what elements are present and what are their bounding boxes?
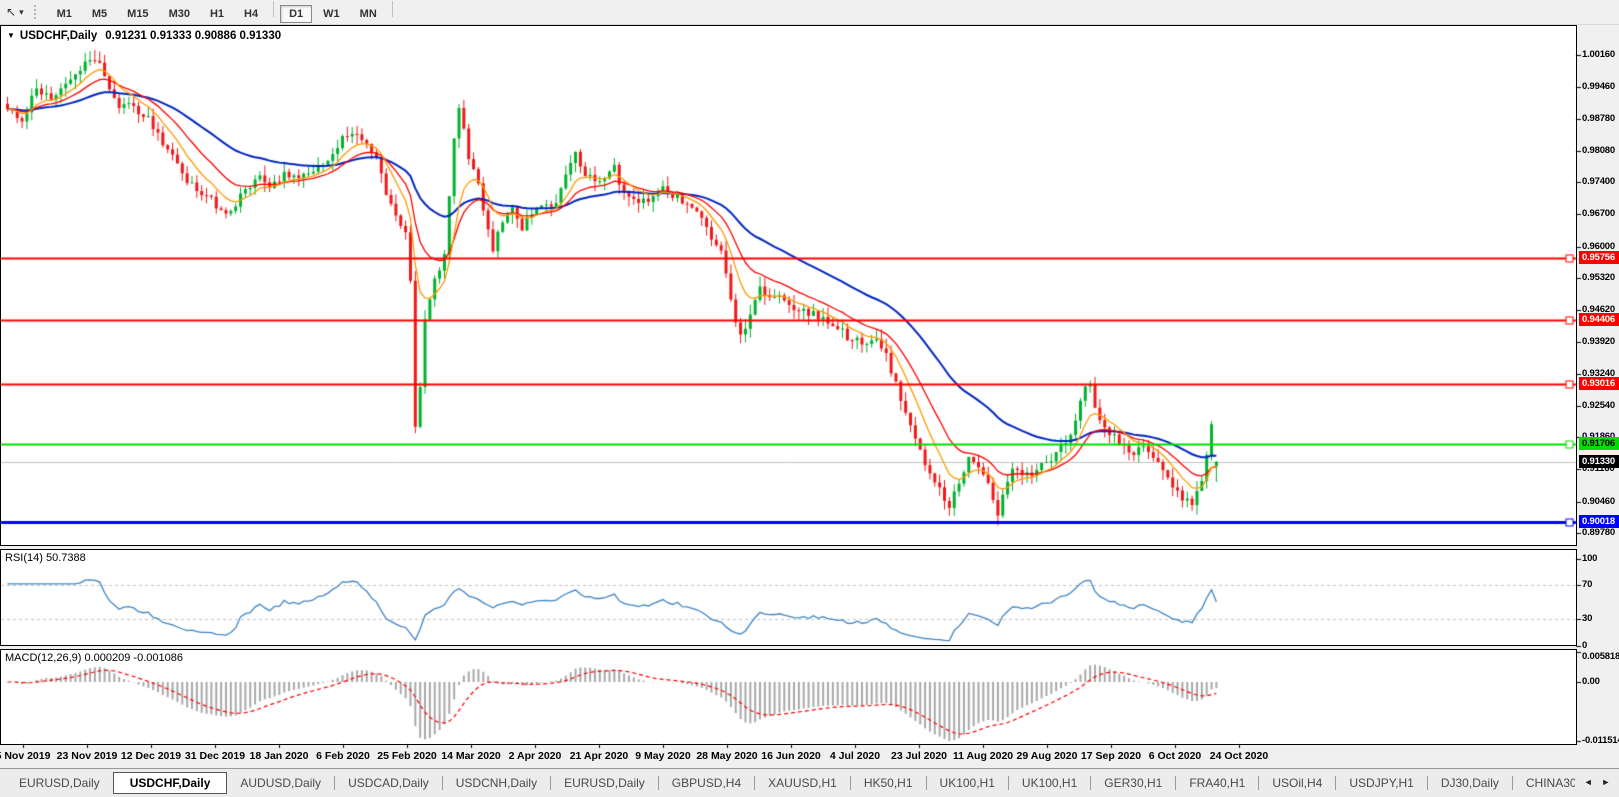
chart-tab-GER30-H1[interactable]: GER30,H1 bbox=[1104, 776, 1163, 790]
chart-tab-USDCNH-Daily[interactable]: USDCNH,Daily bbox=[455, 776, 538, 790]
tab-separator bbox=[1090, 776, 1092, 790]
chart-tab-USDCAD-Daily[interactable]: USDCAD,Daily bbox=[348, 776, 429, 790]
timeframe-button-W1[interactable]: W1 bbox=[323, 8, 340, 20]
chart-tab-DJ30-Daily[interactable]: DJ30,Daily bbox=[1440, 776, 1499, 790]
tab-separator bbox=[441, 776, 443, 790]
chart-tab-GBPUSD-H4[interactable]: GBPUSD,H4 bbox=[671, 776, 742, 790]
tab-separator bbox=[754, 776, 756, 790]
chart-tab-XAUUSD-H1[interactable]: XAUUSD,H1 bbox=[768, 776, 837, 790]
tab-separator bbox=[550, 776, 552, 790]
tab-separator bbox=[1175, 776, 1177, 790]
timeframe-button-M30[interactable]: M30 bbox=[168, 8, 190, 20]
tab-separator bbox=[1258, 776, 1260, 790]
chart-tab-USDJPY-H1[interactable]: USDJPY,H1 bbox=[1349, 776, 1414, 790]
timeframe-buttons: M1 M5 M15 M30 H1 H4 D1 W1 MN bbox=[47, 1, 398, 23]
timeframe-button-M5[interactable]: M5 bbox=[91, 8, 108, 20]
cursor-dropdown-icon[interactable]: ▾ bbox=[19, 6, 24, 17]
chart-tab-FRA40-H1[interactable]: FRA40,H1 bbox=[1189, 776, 1246, 790]
main-toolbar: ↖ ▾ M1 M5 M15 M30 H1 H4 D1 W1 MN bbox=[0, 0, 1619, 25]
chart-tab-HK50-H1[interactable]: HK50,H1 bbox=[863, 776, 913, 790]
chart-tab-UK100-H1[interactable]: UK100,H1 bbox=[939, 776, 995, 790]
chart-tab-AUDUSD-Daily[interactable]: AUDUSD,Daily bbox=[240, 776, 322, 790]
timeframe-button-M1[interactable]: M1 bbox=[56, 8, 72, 20]
tab-scroll-left-icon[interactable]: ◄ bbox=[1583, 777, 1593, 787]
tab-separator bbox=[1511, 776, 1513, 790]
chart-tab-EURUSD-Daily[interactable]: EURUSD,Daily bbox=[19, 776, 100, 790]
chart-tab-EURUSD-Daily[interactable]: EURUSD,Daily bbox=[564, 776, 645, 790]
toolbar-separator bbox=[273, 1, 275, 17]
tab-separator bbox=[334, 776, 336, 790]
price-chart-canvas[interactable] bbox=[0, 0, 1619, 770]
tab-separator bbox=[1007, 776, 1009, 790]
tab-separator bbox=[657, 776, 659, 790]
chart-tab-USDCHF-Daily[interactable]: USDCHF,Daily bbox=[112, 772, 228, 794]
tab-separator bbox=[1426, 776, 1428, 790]
chart-tab-USOil-H4[interactable]: USOil,H4 bbox=[1272, 776, 1323, 790]
tab-separator bbox=[849, 776, 851, 790]
chart-tab-bar: EURUSD,Daily USDCHF,Daily AUDUSD,Daily USDC… bbox=[0, 768, 1619, 797]
toolbar-grip-handle bbox=[33, 5, 39, 19]
timeframe-button-MN[interactable]: MN bbox=[359, 8, 377, 20]
timeframe-button-H1[interactable]: H1 bbox=[209, 8, 225, 20]
tab-scroll-right-icon[interactable]: ► bbox=[1601, 777, 1611, 787]
timeframe-button-M15[interactable]: M15 bbox=[127, 8, 149, 20]
tab-scroll-buttons: ◄ ► bbox=[1575, 769, 1619, 795]
tabs-container: EURUSD,Daily USDCHF,Daily AUDUSD,Daily USDC… bbox=[0, 769, 1619, 797]
chart-tab-UK100-H1[interactable]: UK100,H1 bbox=[1021, 776, 1078, 790]
timeframe-button-D1[interactable]: D1 bbox=[280, 5, 313, 23]
tab-separator bbox=[1335, 776, 1337, 790]
cursor-tool-icon[interactable]: ↖ bbox=[6, 5, 17, 19]
toolbar-separator bbox=[391, 1, 393, 17]
tab-separator bbox=[925, 776, 927, 790]
timeframe-button-H4[interactable]: H4 bbox=[244, 8, 259, 20]
